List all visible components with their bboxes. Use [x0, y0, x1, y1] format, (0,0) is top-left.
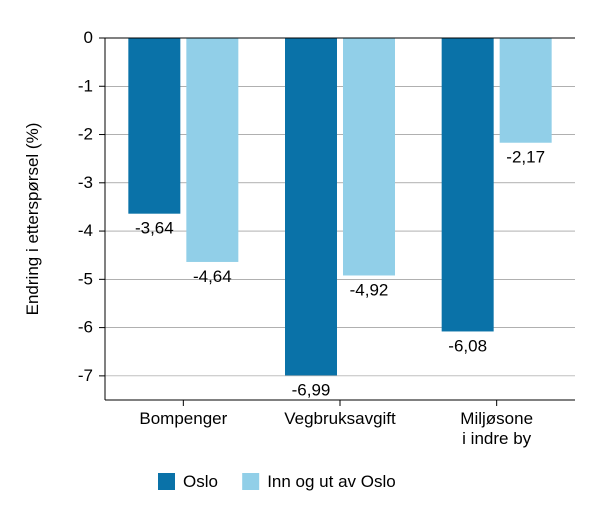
legend-swatch — [158, 473, 175, 490]
y-axis-title: Endring i etterspørsel (%) — [23, 123, 42, 316]
y-tick-label: -2 — [78, 125, 93, 144]
y-tick-label: -6 — [78, 318, 93, 337]
bar — [442, 38, 494, 331]
y-tick-label: -1 — [78, 76, 93, 95]
y-tick-label: -4 — [78, 221, 93, 240]
y-tick-label: -3 — [78, 173, 93, 192]
bar-value-label: -6,08 — [448, 336, 487, 355]
y-tick-label: 0 — [84, 28, 93, 47]
y-tick-label: -5 — [78, 269, 93, 288]
bar — [343, 38, 395, 275]
bar-value-label: -6,99 — [292, 380, 331, 399]
y-tick-label: -7 — [78, 366, 93, 385]
category-label: i indre by — [462, 429, 531, 448]
bar — [500, 38, 552, 143]
legend-label: Inn og ut av Oslo — [267, 472, 396, 491]
legend-swatch — [242, 473, 259, 490]
bar-value-label: -4,64 — [193, 267, 232, 286]
bar-value-label: -4,92 — [350, 280, 389, 299]
bar-value-label: -2,17 — [506, 148, 545, 167]
category-label: Miljøsone — [460, 409, 533, 428]
bar-value-label: -3,64 — [135, 219, 174, 238]
category-label: Bompenger — [139, 409, 227, 428]
bar — [186, 38, 238, 262]
bar — [285, 38, 337, 375]
legend-label: Oslo — [183, 472, 218, 491]
chart-svg: 0 -1 -2 -3 -4 -5 -6 -7 -3,64 -4,64 Bompenger -6,99 -… — [0, 0, 613, 526]
bar-chart: 0 -1 -2 -3 -4 -5 -6 -7 -3,64 -4,64 Bompenger -6,99 -… — [0, 0, 613, 526]
category-label: Vegbruksavgift — [284, 409, 396, 428]
bar — [128, 38, 180, 214]
